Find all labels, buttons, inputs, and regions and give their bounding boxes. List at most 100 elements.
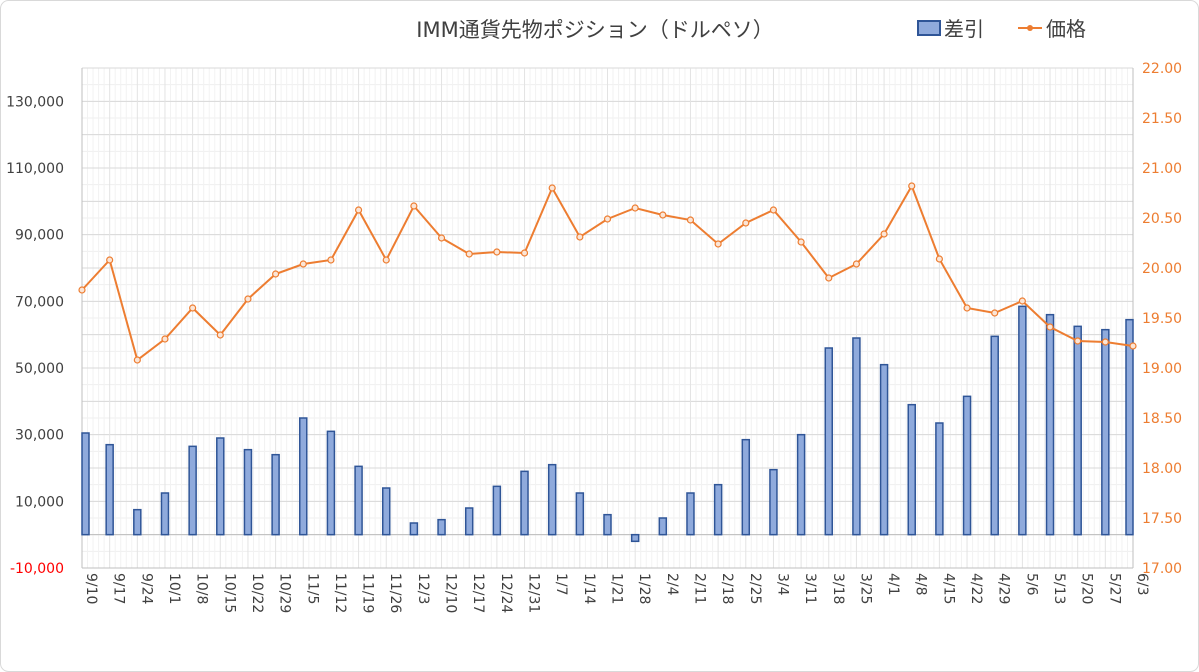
x-tick-label: 4/8 [913, 573, 929, 596]
line-point-10/22 [244, 295, 252, 303]
legend: 差引 価格 [917, 17, 1086, 41]
bar-2/11 [686, 492, 695, 536]
x-tick-label: 4/22 [968, 573, 984, 604]
bar-3/4 [769, 468, 778, 536]
line-point-3/18 [825, 274, 833, 282]
x-tick-label: 11/26 [387, 573, 403, 613]
right-tick-label: 19.50 [1142, 311, 1182, 327]
x-tick-label: 10/22 [249, 573, 265, 613]
x-tick-label: 1/14 [581, 573, 597, 605]
line-point-12/3 [410, 202, 418, 210]
x-tick-label: 2/4 [664, 573, 680, 596]
x-tick-label: 4/1 [885, 573, 901, 596]
line-series-価格 [78, 182, 1137, 364]
bar-4/22 [962, 395, 972, 536]
line-point-2/4 [659, 211, 667, 219]
x-axis-tick-labels: 9/10 9/17 9/24 10/1 10/8 10/15 10/22 10/29 11/5 1… [83, 573, 1150, 613]
left-tick-label: 10,000 [15, 494, 64, 510]
bar-series-差引 [81, 305, 1134, 543]
x-tick-label: 11/5 [304, 573, 320, 604]
right-tick-label: 20.00 [1142, 261, 1182, 277]
line-point-10/8 [189, 304, 197, 312]
bar-10/29 [271, 453, 280, 536]
x-tick-label: 10/15 [221, 573, 237, 613]
line-point-9/24 [133, 356, 141, 364]
bar-5/13 [1045, 313, 1055, 536]
right-tick-label: 19.00 [1142, 361, 1182, 377]
line-point-4/1 [880, 230, 888, 238]
legend-label-line: 価格 [1046, 17, 1086, 41]
line-point-10/29 [272, 270, 280, 278]
x-tick-label: 12/31 [526, 573, 542, 613]
bar-12/24 [492, 485, 502, 536]
bar-12/17 [464, 507, 474, 536]
line-point-10/15 [216, 331, 224, 339]
x-tick-label: 1/7 [553, 573, 569, 596]
bar-4/29 [990, 335, 999, 536]
line-point-1/28 [631, 204, 639, 212]
line-point-5/13 [1046, 323, 1054, 331]
legend-line-marker [1027, 25, 1033, 31]
x-tick-label: 5/20 [1079, 573, 1095, 604]
line-point-11/5 [299, 260, 307, 268]
left-tick-label: 110,000 [6, 161, 64, 177]
right-tick-label: 20.50 [1142, 211, 1182, 227]
bar-5/20 [1073, 325, 1082, 536]
x-tick-label: 5/27 [1106, 573, 1122, 604]
bar-4/1 [879, 363, 889, 536]
line-point-2/11 [686, 216, 695, 224]
bar-1/7 [547, 463, 557, 536]
bar-9/10 [81, 432, 90, 536]
line-point-6/3 [1129, 342, 1137, 350]
x-tick-label: 12/17 [470, 573, 486, 613]
line-point-4/15 [935, 255, 943, 263]
x-tick-label: 12/24 [498, 573, 514, 613]
left-tick-label: 30,000 [15, 428, 64, 444]
right-tick-label: 18.00 [1142, 461, 1182, 477]
bar-11/5 [299, 417, 308, 536]
legend-label-bar: 差引 [944, 17, 984, 41]
bar-4/8 [907, 403, 916, 536]
line-point-11/12 [327, 256, 335, 264]
x-tick-label: 9/10 [83, 573, 99, 604]
bar-12/31 [520, 470, 529, 536]
bar-5/27 [1101, 328, 1110, 536]
bar-9/24 [133, 508, 142, 536]
x-tick-label: 3/11 [802, 573, 818, 604]
x-tick-label: 10/8 [194, 573, 210, 604]
bar-11/19 [354, 465, 363, 536]
x-tick-label: 3/18 [830, 573, 846, 604]
bar-10/22 [243, 448, 253, 536]
x-tick-label: 4/15 [940, 573, 956, 604]
line-point-1/21 [603, 215, 612, 223]
line-point-12/31 [520, 249, 529, 257]
chart-title: IMM通貨先物ポジション（ドルペソ） [416, 18, 773, 42]
right-axis-tick-labels: 17.00 17.50 18.00 18.50 19.00 19.50 20.00 20.50… [1142, 61, 1182, 577]
right-tick-label: 21.50 [1142, 111, 1182, 127]
x-tick-label: 3/4 [774, 573, 790, 596]
bar-1/21 [603, 513, 612, 536]
line-point-3/25 [852, 260, 861, 268]
legend-bar-swatch [917, 20, 941, 36]
line-point-9/10 [78, 286, 86, 294]
bar-6/3 [1125, 318, 1134, 536]
line-point-1/7 [548, 184, 556, 192]
x-tick-label: 3/25 [857, 573, 873, 604]
line-point-4/22 [963, 304, 971, 312]
line-point-5/6 [1018, 297, 1026, 305]
left-tick-label: 90,000 [15, 228, 64, 244]
line-point-5/27 [1101, 338, 1109, 346]
bar-1/14 [575, 492, 585, 536]
bar-3/11 [796, 433, 806, 536]
bar-2/25 [741, 438, 751, 536]
line-point-3/4 [769, 206, 778, 214]
x-tick-label: 10/29 [277, 573, 293, 613]
x-tick-label: 1/28 [636, 573, 652, 604]
bar-4/15 [935, 422, 944, 536]
line-point-12/17 [465, 250, 473, 258]
left-tick-label: 70,000 [15, 294, 64, 310]
right-tick-label: 17.50 [1142, 511, 1182, 527]
x-tick-label: 2/18 [719, 573, 735, 604]
x-tick-label: 9/17 [111, 573, 127, 604]
